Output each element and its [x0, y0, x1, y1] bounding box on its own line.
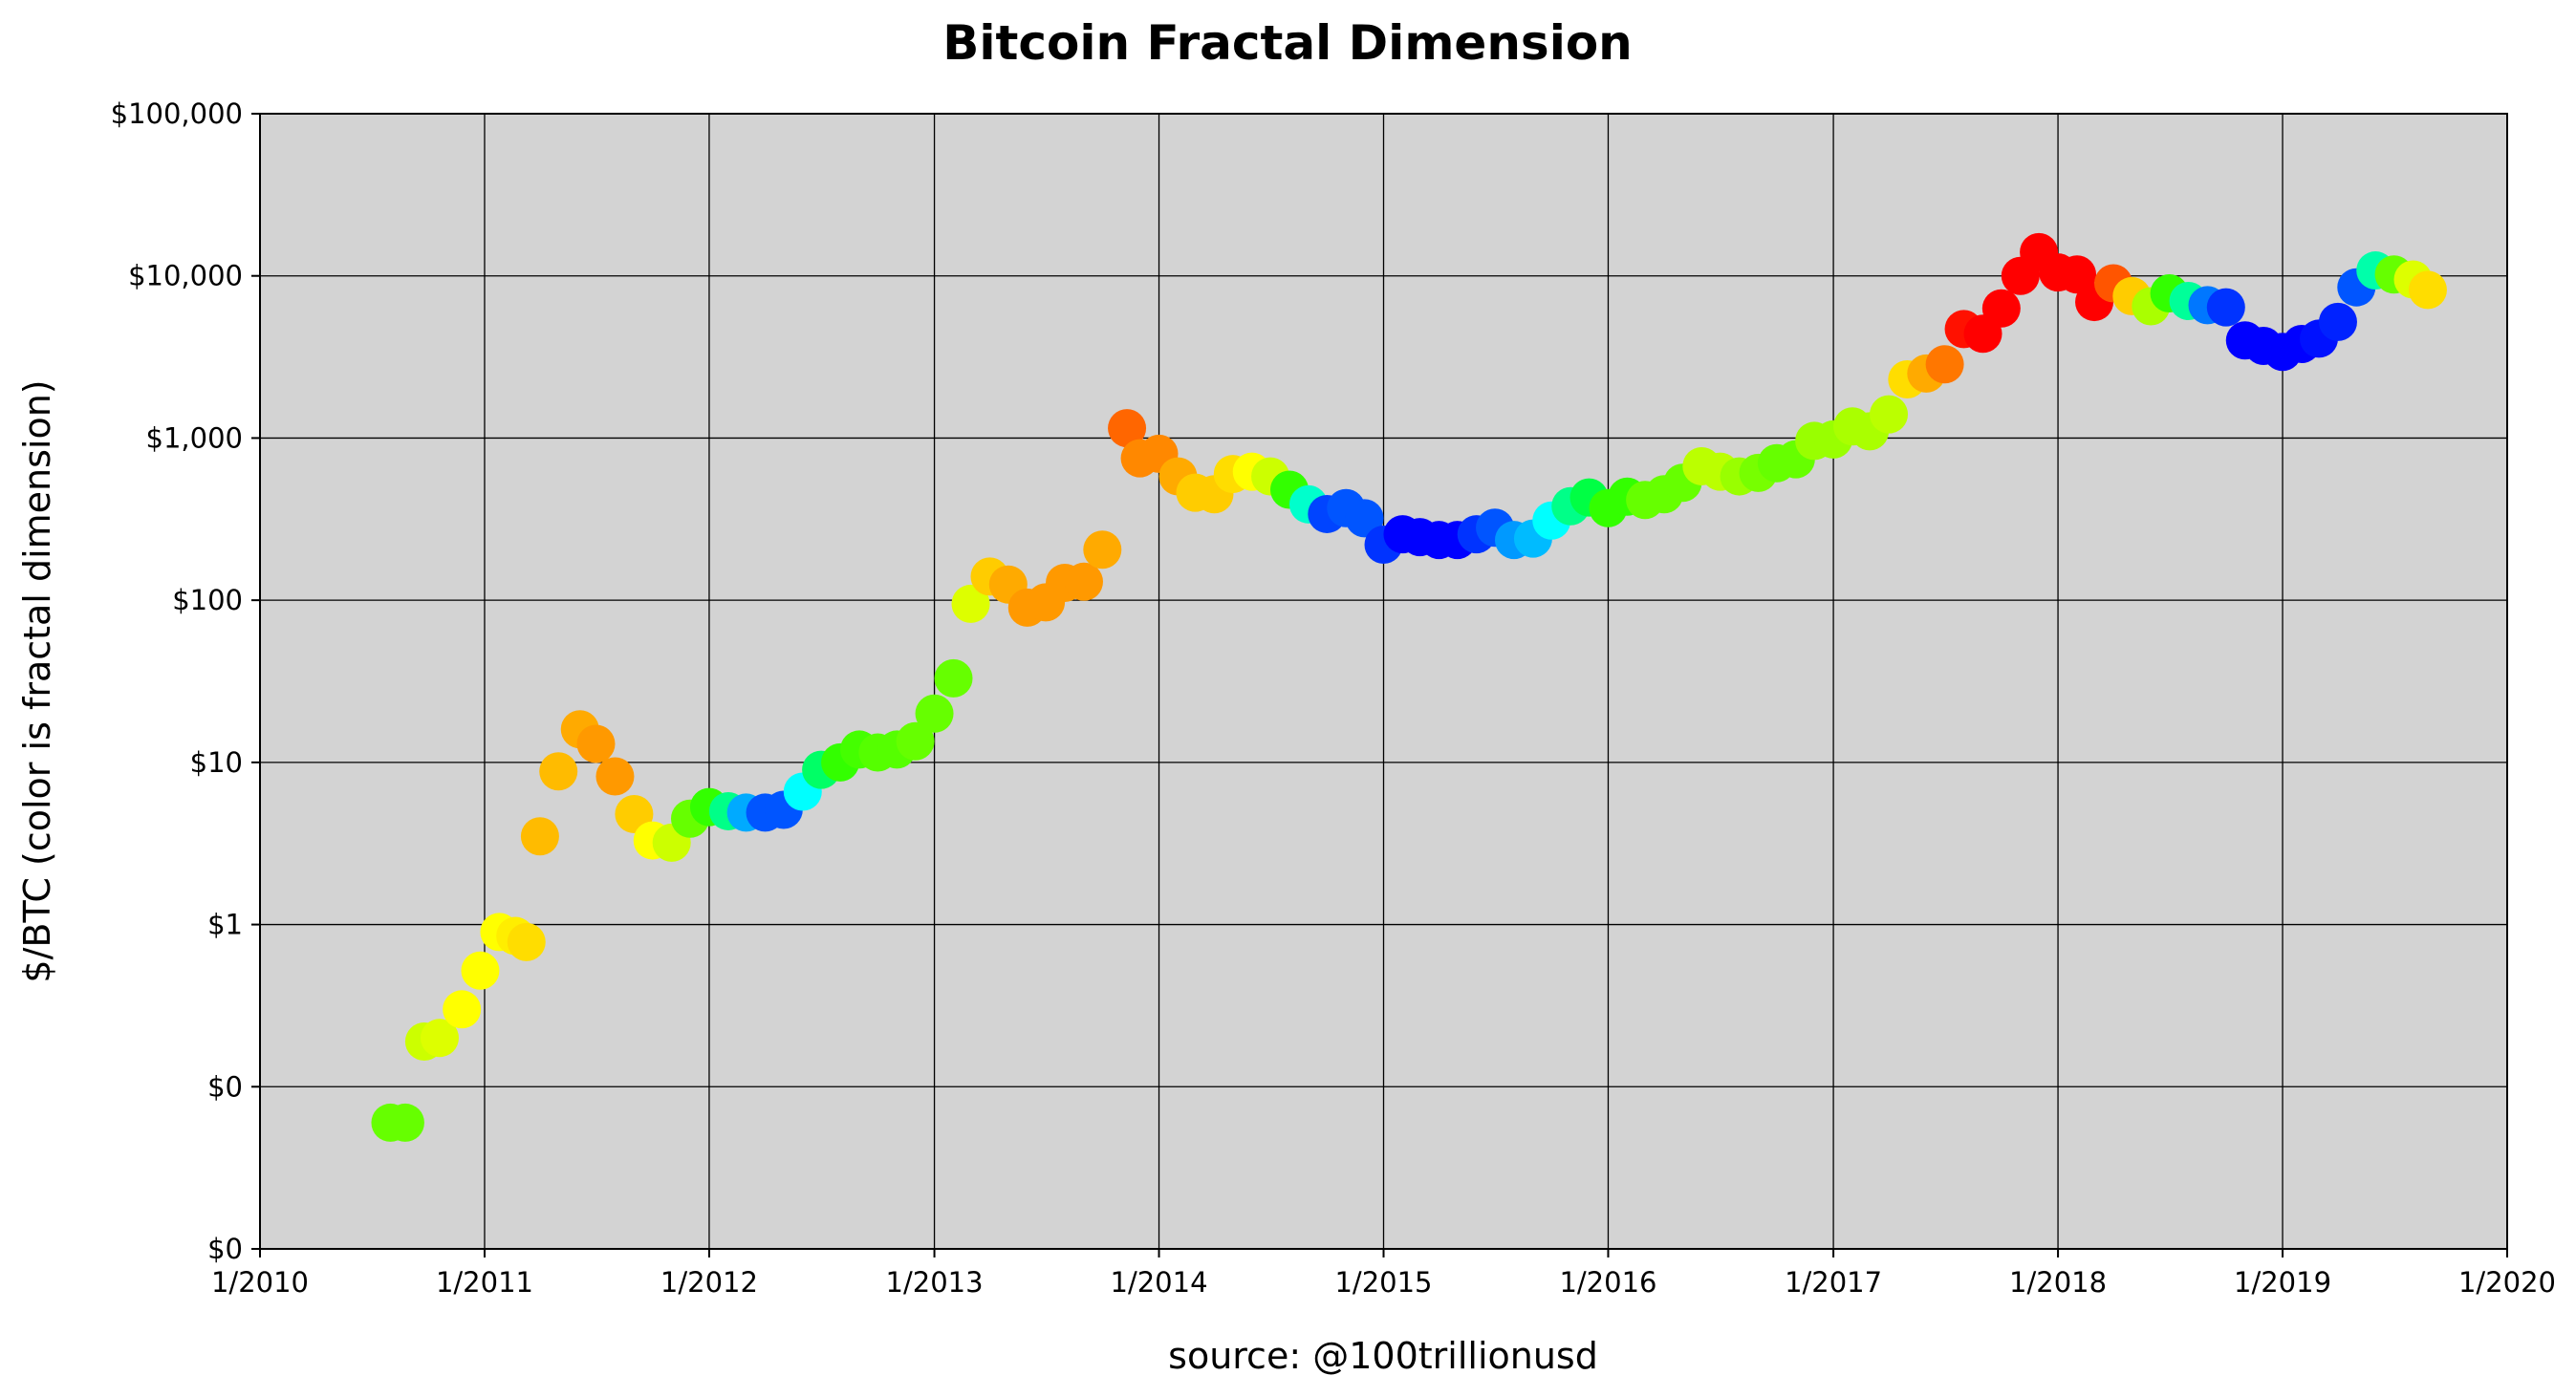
x-axis-ticks: 1/2010 1/2011 1/2012 1/2013 1/2014 1/2015 1/20…: [211, 1249, 2556, 1299]
x-tick-label: 1/2013: [886, 1266, 984, 1299]
data-point: [1870, 395, 1909, 434]
y-tick-label: $0: [207, 1233, 243, 1265]
data-point: [2058, 255, 2097, 294]
data-point: [1345, 499, 1384, 538]
x-tick-label: 1/2016: [1559, 1266, 1656, 1299]
y-tick-label: $100,000: [111, 97, 243, 130]
data-point: [896, 721, 935, 761]
data-point: [507, 922, 546, 961]
x-tick-label: 1/2012: [660, 1266, 758, 1299]
data-point: [1064, 562, 1103, 601]
chart-title: Bitcoin Fractal Dimension: [942, 15, 1633, 71]
x-tick-label: 1/2010: [211, 1266, 309, 1299]
data-point: [420, 1019, 459, 1058]
y-axis-ticks: $0 $0 $1 $10 $100 $1,000 $10,000 $100,000: [111, 97, 260, 1265]
data-point: [443, 990, 482, 1029]
data-point: [595, 757, 635, 796]
x-tick-label: 1/2014: [1111, 1266, 1208, 1299]
x-tick-label: 1/2020: [2458, 1266, 2556, 1299]
data-point: [951, 584, 990, 623]
y-tick-label: $10,000: [128, 260, 243, 292]
data-point: [385, 1103, 424, 1142]
x-tick-label: 1/2017: [1785, 1266, 1882, 1299]
x-tick-label: 1/2011: [436, 1266, 533, 1299]
y-tick-label: $0: [207, 1070, 243, 1103]
data-point: [1981, 289, 2021, 328]
data-point: [934, 658, 973, 698]
data-point: [915, 694, 954, 733]
y-tick-label: $1: [207, 909, 243, 941]
x-tick-label: 1/2018: [2009, 1266, 2107, 1299]
data-point: [2408, 270, 2447, 310]
y-tick-label: $1,000: [146, 421, 243, 454]
y-tick-label: $10: [190, 746, 243, 779]
data-point: [539, 752, 578, 791]
data-point: [2318, 302, 2357, 341]
data-point: [1925, 345, 1964, 384]
data-point: [461, 951, 500, 990]
data-point: [1108, 409, 1147, 448]
data-point: [576, 724, 616, 763]
y-tick-label: $100: [172, 584, 243, 616]
data-point: [1083, 530, 1122, 570]
data-points: [371, 232, 2447, 1142]
x-tick-label: 1/2019: [2234, 1266, 2331, 1299]
y-axis-label: $/BTC (color is fractal dimension): [16, 379, 58, 982]
data-point: [2206, 288, 2245, 327]
x-axis-label: source: @100trillionusd: [1168, 1335, 1598, 1377]
x-tick-label: 1/2015: [1334, 1266, 1432, 1299]
data-point: [520, 817, 559, 856]
